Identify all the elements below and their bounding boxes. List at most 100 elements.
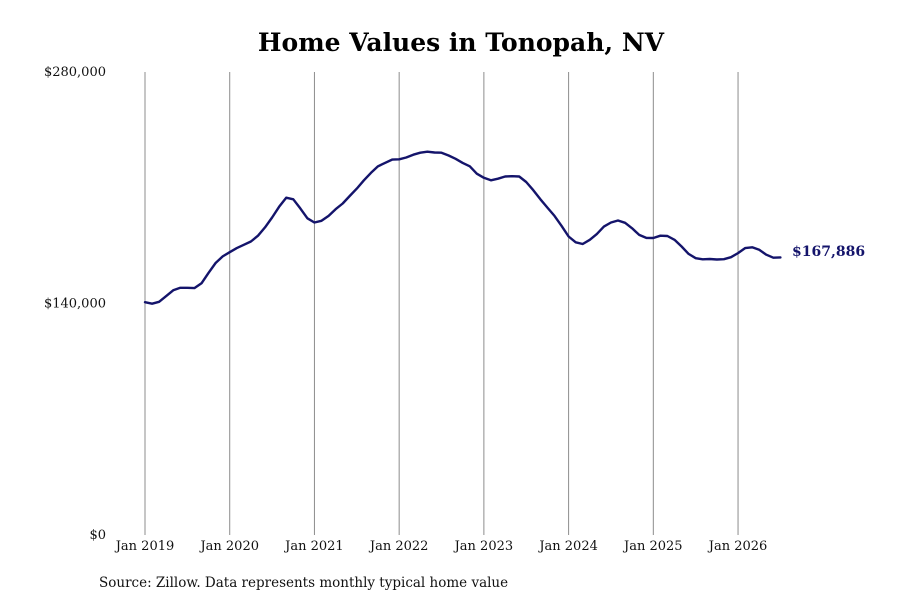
data-point-2020-11 <box>299 207 301 209</box>
data-point-2025-03 <box>666 235 668 237</box>
y-axis-ticks: $280,000 $140,000 $0 <box>44 65 106 543</box>
data-point-2019-05 <box>172 289 174 291</box>
data-point-2019-12 <box>222 255 224 257</box>
data-point-2026-02 <box>744 247 746 249</box>
data-point-2019-06 <box>179 287 181 289</box>
x-tick-label: Jan 2019 <box>114 539 175 554</box>
data-point-2019-10 <box>208 272 210 274</box>
data-point-2025-09 <box>709 258 711 260</box>
data-point-2025-04 <box>674 239 676 241</box>
data-point-2023-06 <box>518 176 520 178</box>
series-line <box>143 150 782 305</box>
data-point-2021-12 <box>391 159 393 161</box>
data-point-2025-06 <box>688 253 690 255</box>
y-tick-label: $280,000 <box>44 65 106 80</box>
data-point-2022-09 <box>455 158 457 160</box>
data-point-2019-04 <box>165 295 167 297</box>
data-point-2025-05 <box>681 246 683 248</box>
data-point-2021-03 <box>328 215 330 217</box>
data-point-2026-03 <box>751 246 753 248</box>
data-point-2024-01 <box>568 236 570 238</box>
data-point-2020-06 <box>264 226 266 228</box>
data-point-2019-07 <box>186 287 188 289</box>
x-tick-label: Jan 2022 <box>368 539 429 554</box>
data-point-2022-10 <box>462 162 464 164</box>
data-point-2019-09 <box>201 282 203 284</box>
data-point-2022-02 <box>405 157 407 159</box>
y-tick-label: $140,000 <box>44 297 106 312</box>
data-point-2024-02 <box>575 241 577 243</box>
data-point-2024-10 <box>631 227 633 229</box>
data-point-2023-02 <box>490 179 492 181</box>
data-point-2022-12 <box>476 173 478 175</box>
data-point-2021-04 <box>335 208 337 210</box>
data-point-2023-09 <box>539 198 541 200</box>
data-point-2020-04 <box>250 241 252 243</box>
source-note: Source: Zillow. Data represents monthly … <box>99 575 508 591</box>
data-point-2021-05 <box>342 203 344 205</box>
data-point-2024-05 <box>596 233 598 235</box>
data-point-2023-08 <box>532 189 534 191</box>
data-point-2022-07 <box>441 152 443 154</box>
x-tick-label: Jan 2026 <box>707 539 768 554</box>
data-point-2025-10 <box>716 259 718 261</box>
data-point-2024-03 <box>582 243 584 245</box>
data-point-2020-01 <box>229 251 231 253</box>
data-point-2025-07 <box>695 257 697 259</box>
data-point-2023-10 <box>546 207 548 209</box>
x-tick-label: Jan 2024 <box>537 539 598 554</box>
data-point-2024-09 <box>624 222 626 224</box>
data-point-2019-02 <box>151 303 153 305</box>
data-point-2025-02 <box>659 235 661 237</box>
data-point-2022-04 <box>419 152 421 154</box>
data-point-2020-08 <box>278 206 280 208</box>
data-point-2026-04 <box>758 249 760 251</box>
data-point-2019-11 <box>215 262 217 264</box>
data-point-2019-01 <box>144 301 146 303</box>
data-point-2023-03 <box>497 178 499 180</box>
data-point-2022-05 <box>426 151 428 153</box>
data-point-2021-06 <box>349 195 351 197</box>
data-point-2020-12 <box>306 217 308 219</box>
data-point-2021-11 <box>384 162 386 164</box>
data-point-2023-05 <box>511 175 513 177</box>
data-point-2020-02 <box>236 247 238 249</box>
data-point-2023-11 <box>554 215 556 217</box>
data-point-2020-03 <box>243 244 245 246</box>
data-point-2024-08 <box>617 220 619 222</box>
data-point-2024-06 <box>603 226 605 228</box>
data-point-2023-04 <box>504 176 506 178</box>
data-point-2019-08 <box>193 287 195 289</box>
data-point-2026-01 <box>737 252 739 254</box>
gridlines <box>144 72 739 535</box>
data-point-2022-08 <box>448 155 450 157</box>
data-point-2021-07 <box>356 188 358 190</box>
x-tick-label: Jan 2025 <box>622 539 683 554</box>
data-point-2026-05 <box>765 254 767 256</box>
data-point-2024-04 <box>589 239 591 241</box>
data-point-2021-09 <box>370 172 372 174</box>
data-point-2022-06 <box>434 152 436 154</box>
x-axis-ticks: Jan 2019 Jan 2020 Jan 2021 Jan 2022 Jan 2023… <box>114 539 768 554</box>
data-point-2025-01 <box>652 237 654 239</box>
data-point-2020-10 <box>292 198 294 200</box>
data-point-2026-06 <box>772 257 774 259</box>
data-point-2022-01 <box>398 158 400 160</box>
data-point-2025-08 <box>702 258 704 260</box>
chart-title: Home Values in Tonopah, NV <box>258 28 665 57</box>
data-point-2023-07 <box>525 181 527 183</box>
data-point-2022-03 <box>412 154 414 156</box>
series-layer <box>143 150 782 305</box>
data-point-2021-02 <box>321 220 323 222</box>
end-value-label: $167,886 <box>792 244 865 260</box>
y-tick-label: $0 <box>89 528 106 543</box>
data-point-2022-11 <box>469 165 471 167</box>
data-point-2024-07 <box>610 222 612 224</box>
data-point-2021-10 <box>377 165 379 167</box>
data-point-2024-11 <box>638 234 640 236</box>
data-point-2025-11 <box>723 258 725 260</box>
data-point-2023-12 <box>561 225 563 227</box>
x-tick-label: Jan 2021 <box>283 539 344 554</box>
